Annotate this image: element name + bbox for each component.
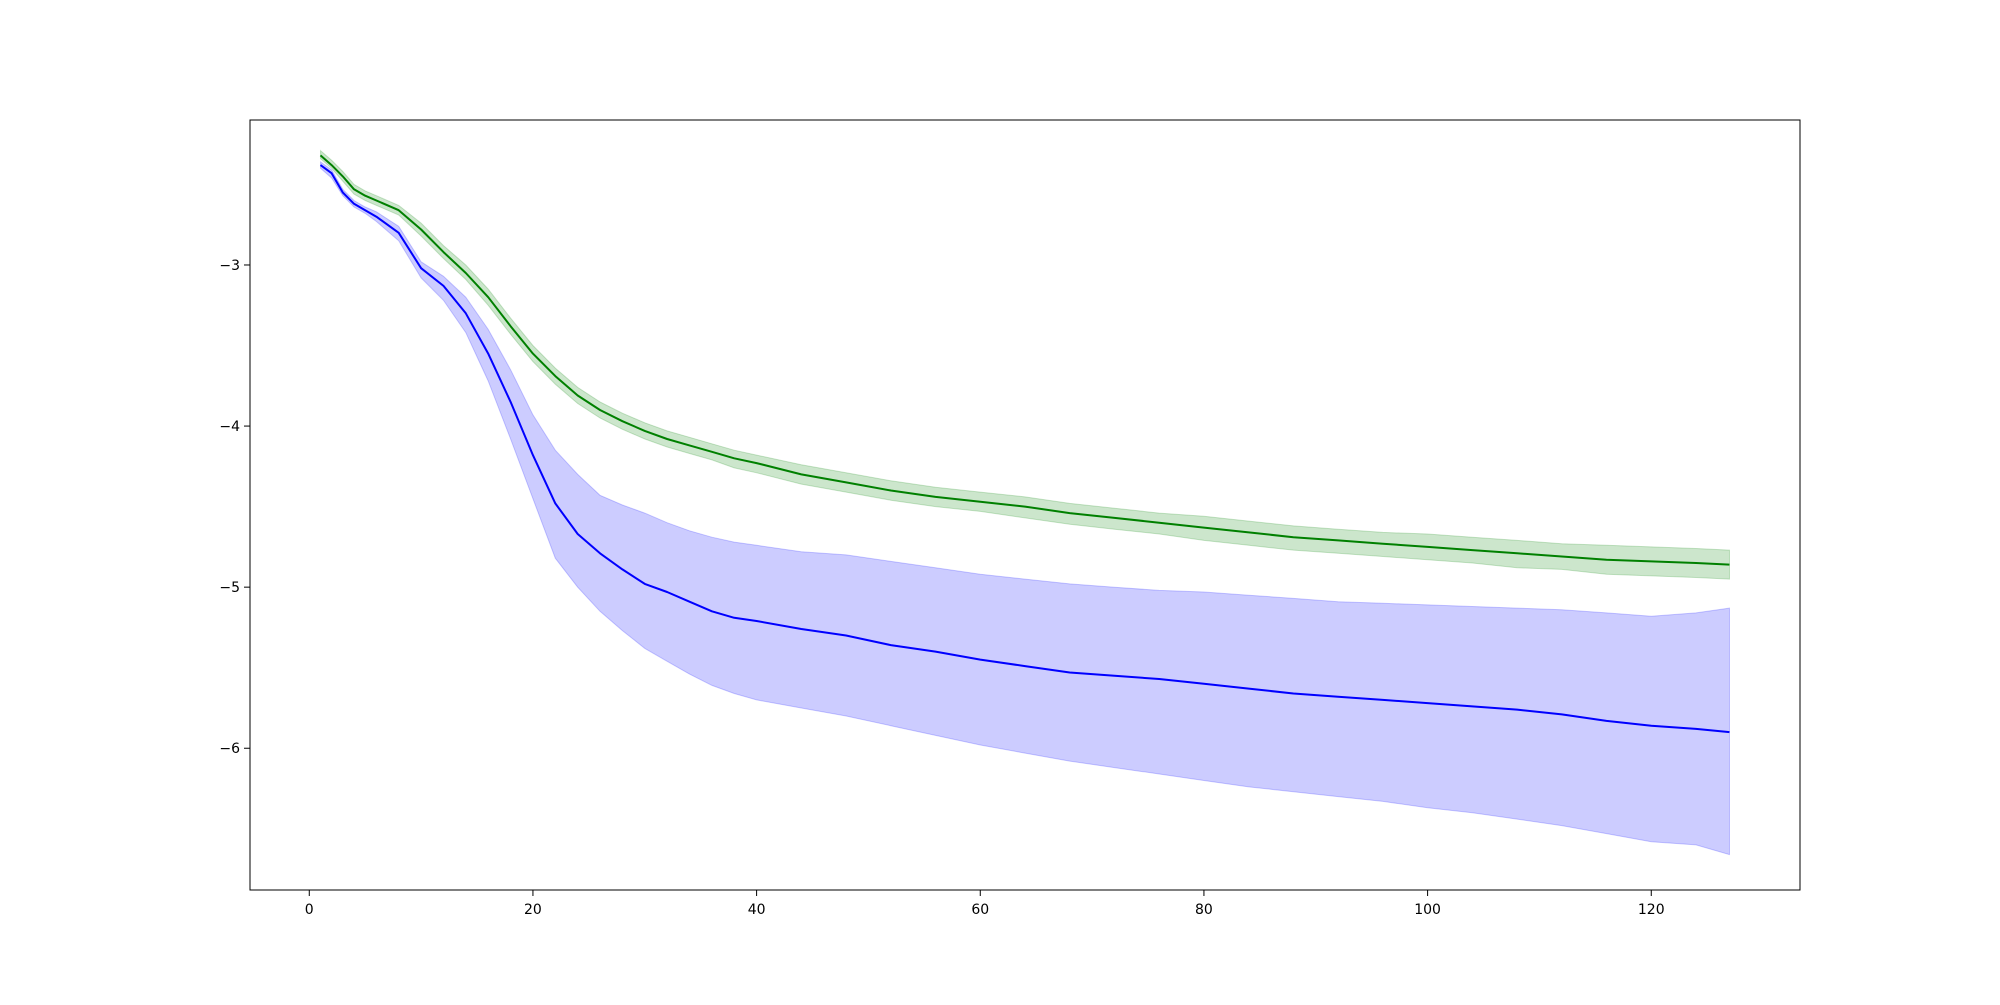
x-axis: 0 20 40 60 80 100 120 (305, 890, 1665, 918)
x-tick-label: 100 (1414, 902, 1441, 918)
y-tick-label: −3 (219, 258, 240, 274)
plot-frame (249, 119, 1801, 891)
y-tick-label: −4 (219, 419, 240, 435)
x-tick-label: 20 (524, 902, 542, 918)
x-tick-label: 120 (1638, 902, 1665, 918)
x-tick-label: 60 (971, 902, 989, 918)
confidence-band-1 (320, 160, 1730, 856)
series-line-1 (319, 164, 1730, 734)
series-line-0 (319, 154, 1730, 566)
x-tick-label: 40 (748, 902, 766, 918)
series-lines (319, 154, 1730, 734)
y-tick-label: −5 (219, 580, 240, 596)
x-tick-label: 0 (305, 902, 314, 918)
confidence-band-0 (320, 149, 1730, 580)
confidence-bands (320, 149, 1730, 856)
x-tick-label: 80 (1195, 902, 1213, 918)
y-tick-label: −6 (219, 741, 240, 757)
y-axis: −3 −4 −5 −6 (219, 258, 250, 757)
